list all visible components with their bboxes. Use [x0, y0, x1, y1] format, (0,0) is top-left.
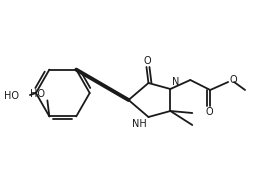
- Text: HO: HO: [4, 91, 19, 101]
- Text: NH: NH: [132, 119, 147, 129]
- Text: N: N: [172, 77, 180, 87]
- Text: O: O: [144, 56, 151, 66]
- Text: O: O: [205, 107, 213, 117]
- Text: O: O: [229, 75, 237, 85]
- Text: HO: HO: [30, 89, 45, 99]
